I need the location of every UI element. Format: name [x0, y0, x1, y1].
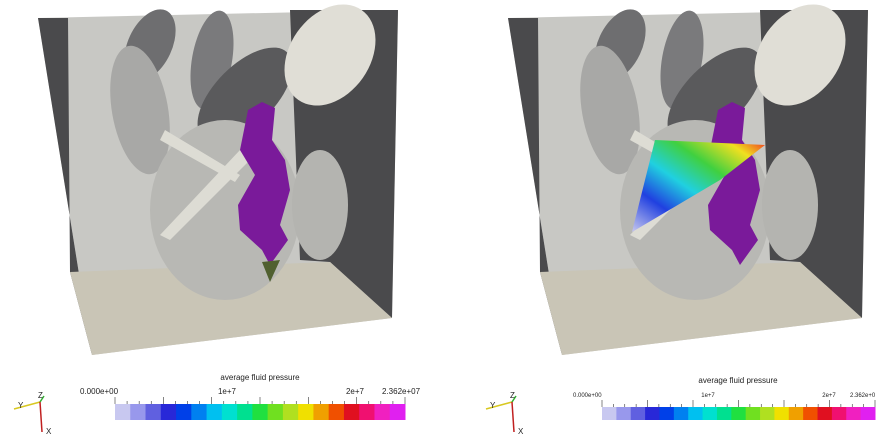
color-swatch	[731, 407, 746, 420]
color-swatch	[176, 404, 192, 420]
color-swatch	[846, 407, 861, 420]
color-swatch	[329, 404, 345, 420]
axis-label: Y	[18, 401, 24, 410]
color-swatch	[222, 404, 238, 420]
left-view	[38, 0, 398, 355]
color-swatch	[774, 407, 789, 420]
color-swatch	[161, 404, 177, 420]
color-bar-label: 0.000e+00	[573, 393, 602, 399]
color-swatch	[861, 407, 876, 420]
color-bar: average fluid pressure 0.000e+00 1e+7 2e…	[80, 373, 421, 420]
color-swatch	[688, 407, 703, 420]
x-axis-arrow	[40, 402, 42, 432]
axis-label: Y	[490, 401, 496, 410]
color-bar-label: 0.000e+00	[80, 387, 119, 396]
color-swatch	[703, 407, 718, 420]
color-swatch	[789, 407, 804, 420]
color-swatch	[760, 407, 775, 420]
color-bar-label: 1e+7	[701, 393, 715, 399]
axis-label: Z	[510, 391, 515, 400]
color-bar: average fluid pressure 0.000e+00 1e+7 2e…	[573, 376, 876, 420]
color-swatch	[674, 407, 689, 420]
color-swatch	[237, 404, 253, 420]
color-swatch	[645, 407, 660, 420]
color-swatch	[359, 404, 375, 420]
color-bar-label: 2.362e+07	[382, 387, 421, 396]
color-bar-label: 2e+7	[822, 393, 836, 399]
color-swatch	[631, 407, 646, 420]
color-swatch	[602, 407, 617, 420]
color-swatch	[115, 404, 131, 420]
color-swatch	[191, 404, 207, 420]
screenshot: Y Z X Y Z X average fluid pressure 0.000…	[0, 0, 883, 440]
color-swatch	[803, 407, 818, 420]
color-swatch	[374, 404, 390, 420]
axis-label: Z	[38, 391, 43, 400]
color-swatch	[207, 404, 223, 420]
right-view	[508, 0, 868, 355]
color-bar-label: 2.362e+0	[850, 393, 876, 399]
color-swatch	[268, 404, 284, 420]
color-swatch	[130, 404, 146, 420]
axis-label: X	[518, 427, 524, 436]
orientation-axes: Y Z X	[486, 391, 524, 436]
color-swatch	[283, 404, 299, 420]
color-swatch	[344, 404, 360, 420]
orientation-axes: Y Z X	[14, 391, 52, 436]
color-swatch	[390, 404, 406, 420]
color-swatch	[616, 407, 631, 420]
color-swatch	[746, 407, 761, 420]
color-bar-title: average fluid pressure	[220, 373, 300, 382]
color-bar-label: 2e+7	[346, 387, 365, 396]
color-swatch	[252, 404, 268, 420]
color-swatch	[146, 404, 162, 420]
page: Y Z X Y Z X average fluid pressure 0.000…	[0, 0, 883, 440]
rendered-geometry	[38, 0, 398, 355]
axis-label: X	[46, 427, 52, 436]
x-axis-arrow	[512, 402, 514, 432]
color-swatch	[313, 404, 329, 420]
color-swatch	[818, 407, 833, 420]
color-swatch	[832, 407, 847, 420]
color-swatch	[717, 407, 732, 420]
color-bar-title: average fluid pressure	[698, 376, 778, 385]
color-swatch	[659, 407, 674, 420]
color-bar-label: 1e+7	[218, 387, 237, 396]
color-swatch	[298, 404, 314, 420]
